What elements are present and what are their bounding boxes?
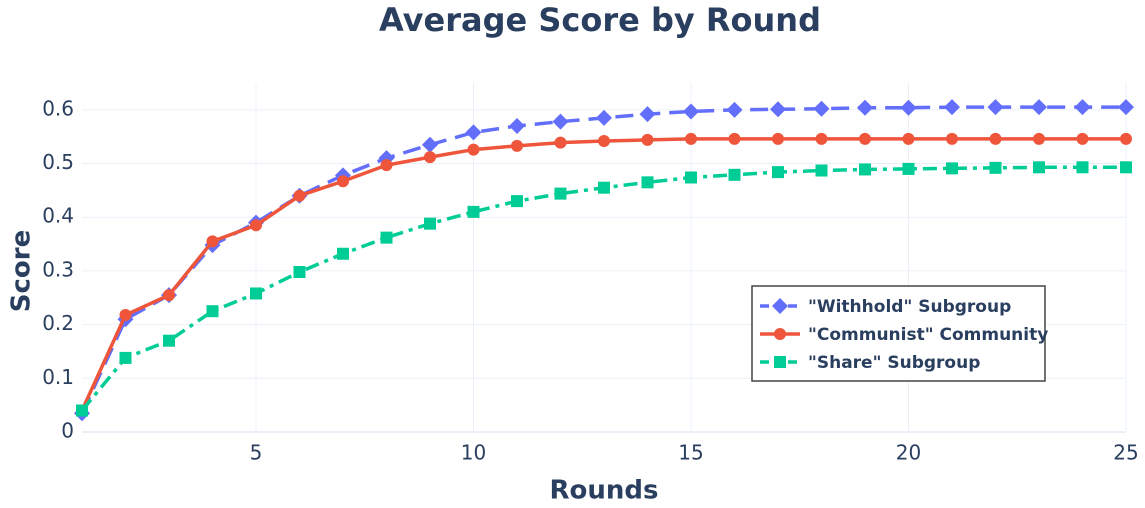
data-point: [641, 133, 654, 146]
data-point: [598, 134, 610, 147]
data-point: [511, 139, 523, 152]
data-point: [596, 109, 612, 126]
y-tick-label: 0.4: [42, 204, 74, 228]
data-point: [509, 117, 525, 134]
legend-marker: [774, 328, 786, 340]
x-tick-label: 20: [896, 441, 921, 465]
data-point: [902, 132, 915, 145]
data-point: [683, 103, 699, 120]
data-point: [337, 175, 349, 188]
data-point: [772, 132, 784, 145]
data-point: [728, 132, 741, 145]
y-tick-label: 0.5: [42, 150, 74, 174]
data-point: [1118, 99, 1134, 116]
data-point: [206, 235, 219, 248]
data-point: [1074, 99, 1091, 116]
data-point: [119, 351, 132, 364]
y-tick-label: 0: [61, 419, 74, 443]
data-point: [815, 164, 828, 177]
data-point: [467, 205, 480, 218]
data-point: [1031, 99, 1047, 116]
chart-title: Average Score by Round: [379, 1, 821, 39]
data-point: [685, 132, 697, 145]
data-point: [163, 334, 175, 347]
data-point: [424, 151, 436, 164]
y-axis-label: Score: [7, 230, 37, 312]
data-point: [641, 176, 654, 189]
data-point: [728, 168, 741, 181]
y-tick-label: 0.6: [42, 96, 74, 120]
data-point: [380, 231, 393, 244]
data-point: [770, 101, 786, 118]
data-point: [163, 289, 175, 302]
legend-label: "Withhold" Subgroup: [808, 297, 1011, 317]
data-point: [685, 171, 697, 184]
legend-label: "Communist" Community: [808, 325, 1048, 345]
y-tick-label: 0.3: [42, 257, 74, 281]
data-point: [250, 287, 262, 300]
data-point: [337, 247, 349, 260]
data-point: [1076, 161, 1089, 174]
data-point: [467, 143, 480, 156]
data-point: [639, 106, 656, 123]
x-tick-label: 5: [250, 441, 263, 465]
data-point: [900, 99, 917, 116]
data-point: [726, 101, 743, 118]
legend-marker: [772, 298, 788, 314]
x-axis-label: Rounds: [550, 476, 659, 506]
data-point: [552, 113, 569, 130]
data-point: [465, 124, 482, 141]
data-point: [76, 404, 88, 417]
data-point: [946, 132, 958, 145]
data-point: [1120, 132, 1132, 145]
legend-label: "Share" Subgroup: [808, 353, 980, 373]
data-point: [119, 308, 132, 321]
data-point: [946, 162, 958, 175]
data-point: [380, 159, 393, 172]
data-point: [857, 99, 873, 116]
data-point: [554, 187, 567, 200]
data-point: [772, 166, 784, 179]
data-point: [250, 219, 262, 232]
data-point: [206, 305, 219, 318]
data-point: [859, 163, 871, 176]
x-tick-label: 25: [1113, 441, 1138, 465]
legend-marker: [774, 356, 786, 368]
data-point: [598, 181, 610, 194]
data-point: [1120, 161, 1132, 174]
x-tick-label: 15: [678, 441, 703, 465]
x-tick-label: 10: [461, 441, 486, 465]
data-point: [422, 136, 438, 153]
y-tick-label: 0.2: [42, 311, 74, 335]
data-point: [1076, 132, 1089, 145]
legend-box: [751, 285, 1046, 382]
data-point: [815, 132, 828, 145]
data-point: [944, 99, 960, 116]
y-tick-label: 0.1: [42, 365, 74, 389]
data-point: [813, 100, 830, 117]
data-point: [511, 195, 523, 208]
data-point: [989, 132, 1002, 145]
data-point: [424, 217, 436, 230]
data-point: [987, 99, 1004, 116]
data-point: [902, 162, 915, 175]
data-point: [293, 265, 306, 278]
data-point: [293, 189, 306, 202]
data-point: [554, 136, 567, 149]
data-point: [859, 132, 871, 145]
data-point: [989, 161, 1002, 174]
data-point: [1033, 161, 1045, 174]
data-point: [1033, 132, 1045, 145]
